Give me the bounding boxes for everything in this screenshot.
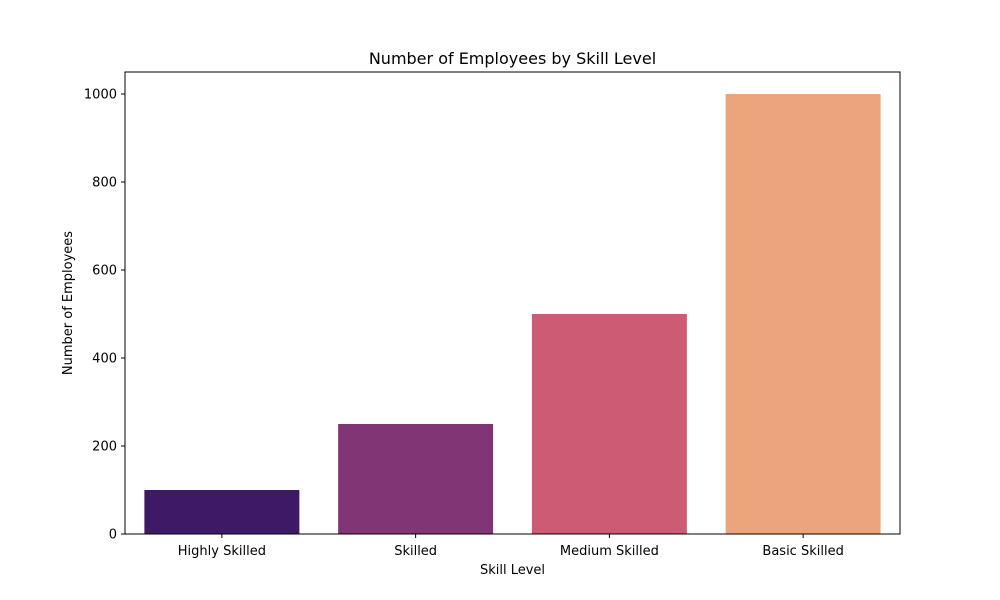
y-axis-title: Number of Employees (61, 231, 76, 375)
x-axis-ticks: Highly Skilled Skilled Medium Skilled Basic… (178, 534, 844, 559)
x-tick-label: Medium Skilled (560, 544, 659, 559)
bar-skilled (338, 424, 494, 534)
y-tick-label: 1000 (84, 88, 117, 103)
bar-highly-skilled (144, 490, 300, 534)
bar-basic-skilled (725, 94, 881, 534)
x-axis-title: Skill Level (480, 563, 545, 578)
x-tick-label: Skilled (394, 544, 437, 559)
bar-medium-skilled (531, 314, 687, 534)
y-tick-label: 400 (92, 352, 117, 367)
x-tick-label: Basic Skilled (762, 544, 843, 559)
y-tick-label: 800 (92, 176, 117, 191)
chart-title: Number of Employees by Skill Level (369, 49, 656, 68)
y-axis-ticks: 0 200 400 600 800 1000 (84, 88, 125, 543)
plot-frame (124, 71, 901, 535)
x-tick-label: Highly Skilled (178, 544, 266, 559)
bars-group (144, 94, 881, 534)
y-tick-label: 0 (109, 528, 117, 543)
y-tick-label: 600 (92, 264, 117, 279)
y-tick-label: 200 (92, 440, 117, 455)
